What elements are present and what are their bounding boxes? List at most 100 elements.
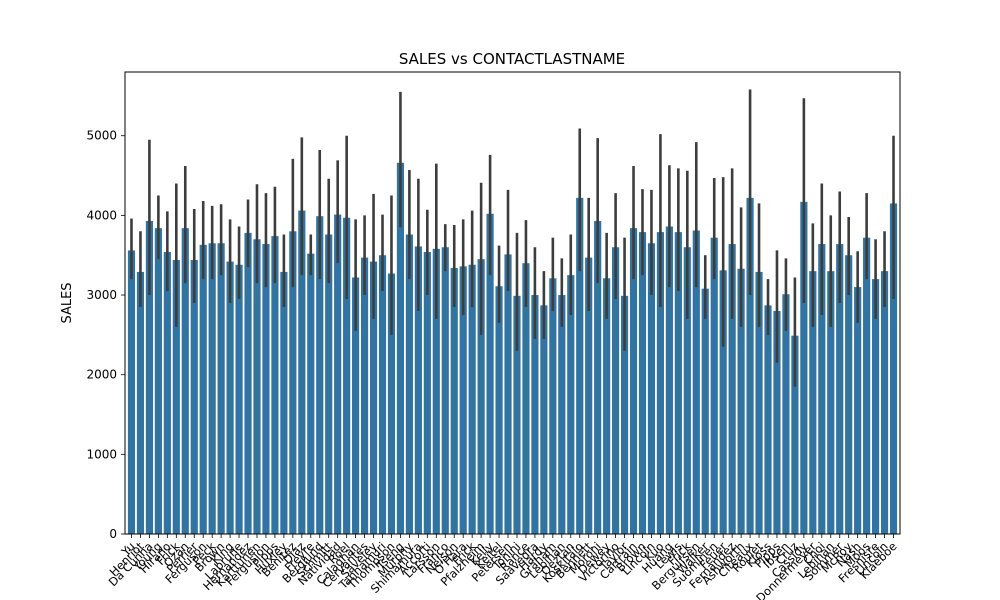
y-tick-label: 0	[109, 527, 117, 541]
bar	[710, 237, 718, 534]
bar	[226, 261, 234, 534]
bar	[477, 259, 485, 534]
bar	[127, 250, 136, 534]
bar	[154, 228, 162, 534]
bar	[737, 268, 745, 534]
bar	[459, 266, 467, 534]
bar	[818, 244, 826, 534]
bar	[683, 247, 691, 535]
bar	[244, 232, 252, 534]
bar	[863, 237, 871, 534]
bar	[441, 247, 449, 535]
bar	[217, 243, 225, 534]
bar	[531, 295, 539, 534]
bar	[253, 239, 261, 534]
bar	[369, 261, 378, 534]
bar	[612, 247, 620, 535]
bar	[396, 162, 405, 534]
bar	[145, 220, 153, 534]
bar	[800, 201, 808, 534]
bar	[889, 203, 898, 534]
bar	[629, 228, 638, 534]
y-tick-label: 3000	[86, 288, 117, 302]
bar	[307, 253, 315, 535]
bar	[423, 252, 431, 534]
bar	[576, 197, 584, 535]
bar	[486, 213, 494, 535]
bar	[764, 305, 772, 534]
bar	[199, 244, 207, 534]
bar	[827, 271, 835, 534]
y-axis: 0 1000 2000 3000 4000 5000	[86, 129, 125, 541]
bar	[298, 210, 306, 534]
bar	[638, 232, 647, 535]
y-tick-label: 2000	[86, 368, 117, 382]
bar	[378, 255, 387, 534]
y-axis-label: SALES	[60, 282, 75, 323]
bar	[746, 197, 754, 535]
bar	[504, 254, 512, 534]
bar	[414, 246, 422, 534]
bar	[208, 243, 216, 534]
bar	[334, 214, 342, 534]
errorbars-group	[130, 89, 895, 387]
bar	[773, 310, 781, 534]
bar	[656, 232, 665, 535]
bar	[782, 294, 790, 534]
bar	[405, 234, 413, 534]
bar	[845, 255, 853, 534]
bar	[540, 305, 548, 534]
y-tick-label: 1000	[86, 447, 117, 461]
bar	[594, 220, 602, 534]
bar	[289, 231, 297, 534]
bar	[387, 273, 396, 534]
bar	[854, 287, 862, 534]
bar	[585, 257, 593, 534]
bar	[620, 295, 629, 534]
bar	[352, 277, 360, 534]
bars-group	[127, 162, 898, 535]
bar	[468, 264, 476, 534]
bar	[181, 228, 189, 534]
bar	[558, 295, 566, 534]
bar	[692, 230, 700, 534]
bar	[271, 236, 279, 534]
bar	[674, 232, 682, 535]
bar	[172, 259, 180, 534]
bar	[549, 278, 557, 534]
bar	[360, 257, 369, 534]
bar	[701, 288, 709, 534]
bar	[665, 226, 673, 534]
bar	[513, 295, 521, 534]
bar	[791, 335, 799, 534]
bar	[316, 216, 324, 534]
bar	[163, 252, 171, 534]
bar	[728, 244, 736, 534]
bar	[755, 271, 763, 534]
bar	[190, 259, 198, 534]
bar	[136, 271, 145, 534]
chart-title: SALES vs CONTACTLASTNAME	[399, 50, 625, 68]
bar	[262, 244, 270, 534]
bar	[432, 248, 440, 534]
bar	[522, 263, 530, 534]
bar	[495, 286, 503, 534]
y-tick-label: 5000	[86, 129, 117, 143]
bar	[872, 279, 880, 534]
bar	[603, 278, 611, 534]
plot-frame	[124, 71, 901, 535]
bar	[836, 244, 844, 534]
bar	[280, 271, 288, 534]
bar	[450, 267, 458, 534]
bar	[809, 271, 817, 534]
y-tick-label: 4000	[86, 208, 117, 222]
bar	[343, 217, 351, 534]
bar	[567, 275, 575, 534]
bar	[235, 264, 243, 534]
bar	[647, 243, 656, 534]
bar	[880, 271, 889, 534]
bar	[325, 234, 333, 534]
bar	[719, 270, 727, 534]
